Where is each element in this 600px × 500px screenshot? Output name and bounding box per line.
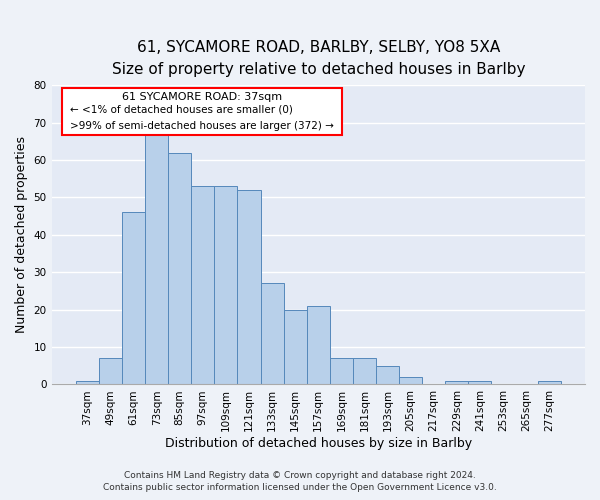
Bar [191, 186, 214, 384]
Bar [260, 284, 284, 384]
Bar [399, 377, 422, 384]
Bar [353, 358, 376, 384]
Bar [238, 190, 260, 384]
Text: Contains HM Land Registry data © Crown copyright and database right 2024.
Contai: Contains HM Land Registry data © Crown c… [103, 471, 497, 492]
Text: ← <1% of detached houses are smaller (0): ← <1% of detached houses are smaller (0) [70, 104, 293, 114]
FancyBboxPatch shape [62, 88, 342, 134]
Bar [330, 358, 353, 384]
Bar [214, 186, 238, 384]
Bar [76, 380, 99, 384]
Bar [469, 380, 491, 384]
Bar [284, 310, 307, 384]
Bar [538, 380, 561, 384]
Bar [122, 212, 145, 384]
Bar [307, 306, 330, 384]
Title: 61, SYCAMORE ROAD, BARLBY, SELBY, YO8 5XA
Size of property relative to detached : 61, SYCAMORE ROAD, BARLBY, SELBY, YO8 5X… [112, 40, 525, 77]
Text: 61 SYCAMORE ROAD: 37sqm: 61 SYCAMORE ROAD: 37sqm [122, 92, 283, 102]
Y-axis label: Number of detached properties: Number of detached properties [15, 136, 28, 334]
Bar [168, 152, 191, 384]
Bar [99, 358, 122, 384]
Text: >99% of semi-detached houses are larger (372) →: >99% of semi-detached houses are larger … [70, 122, 334, 132]
Bar [145, 134, 168, 384]
Bar [376, 366, 399, 384]
X-axis label: Distribution of detached houses by size in Barlby: Distribution of detached houses by size … [165, 437, 472, 450]
Bar [445, 380, 469, 384]
